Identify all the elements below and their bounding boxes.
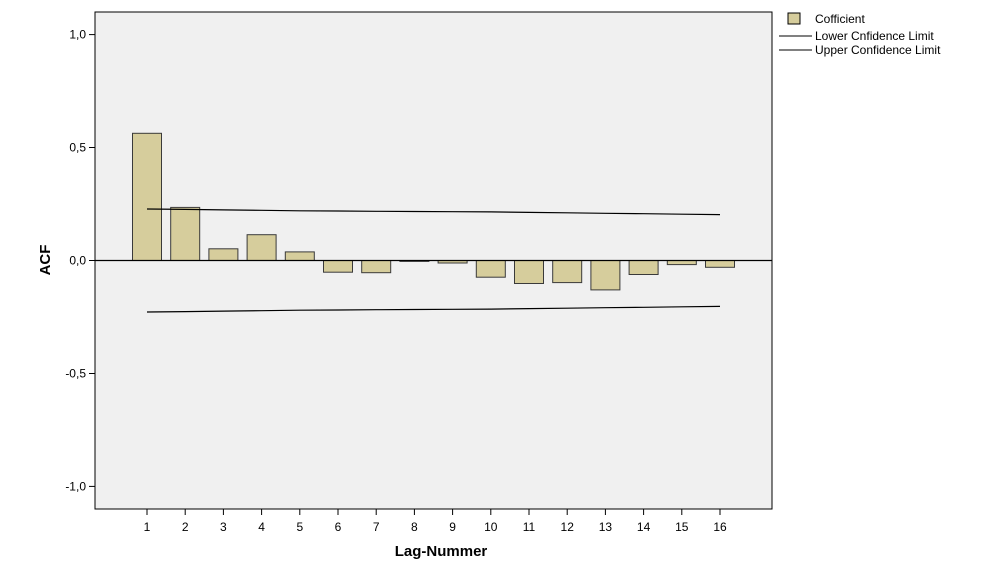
acf-bar-lag-2	[170, 206, 201, 261]
y-axis: 1,0 0,5 0,0 -0,5 -1,0	[65, 28, 95, 493]
acf-bar-lag-12	[552, 260, 583, 284]
y-tick-label: -1,0	[65, 479, 86, 493]
bars-group	[132, 132, 735, 291]
x-tick-label: 7	[373, 520, 380, 534]
y-axis-label: ACF	[37, 245, 54, 276]
acf-bar-lag-11	[514, 260, 544, 284]
x-tick-label: 1	[144, 520, 151, 534]
acf-bar-lag-15	[666, 260, 697, 266]
x-tick-label: 4	[258, 520, 265, 534]
acf-bar-lag-14	[628, 260, 659, 275]
legend-label-cofficient: Cofficient	[815, 12, 865, 26]
y-tick-label: 0,5	[69, 141, 86, 155]
x-tick-label: 3	[220, 520, 227, 534]
acf-bar-lag-16	[705, 260, 735, 268]
acf-bar-lag-13	[590, 260, 621, 291]
y-tick-label: 0,0	[69, 254, 86, 268]
acf-bar-lag-3	[208, 248, 239, 262]
lower-confidence-line	[146, 305, 721, 313]
legend-label-lower: Lower Cnfidence Limit	[815, 29, 934, 43]
acf-bar-lag-6	[323, 260, 353, 273]
x-tick-label: 8	[411, 520, 418, 534]
upper-confidence-line	[146, 208, 721, 216]
x-tick-label: 2	[182, 520, 189, 534]
x-axis: 1 2 3 4 5 6 7 8 9 10 11 12 13 14 15 16	[144, 509, 727, 534]
legend-label-upper: Upper Confidence Limit	[815, 43, 941, 57]
x-tick-label: 6	[335, 520, 342, 534]
legend-swatch-cofficient	[787, 12, 801, 25]
x-tick-label: 14	[637, 520, 651, 534]
x-tick-label: 5	[296, 520, 303, 534]
x-tick-label: 12	[561, 520, 575, 534]
y-tick-label: 1,0	[69, 28, 86, 42]
x-tick-label: 15	[675, 520, 689, 534]
y-tick-label: -0,5	[65, 367, 86, 381]
confidence-limits-group	[146, 208, 721, 313]
x-tick-label: 13	[599, 520, 613, 534]
acf-bar-lag-5	[284, 251, 315, 261]
x-tick-label: 9	[449, 520, 456, 534]
x-tick-label: 11	[523, 520, 536, 534]
acf-bar-lag-1	[132, 132, 162, 261]
acf-bar-lag-4	[246, 234, 277, 261]
legend: Cofficient Lower Cnfidence Limit Upper C…	[779, 12, 941, 57]
x-tick-label: 16	[713, 520, 727, 534]
x-tick-label: 10	[484, 520, 498, 534]
x-axis-label: Lag-Nummer	[395, 543, 488, 560]
acf-bar-lag-7	[361, 260, 392, 274]
acf-bar-lag-10	[475, 260, 506, 278]
